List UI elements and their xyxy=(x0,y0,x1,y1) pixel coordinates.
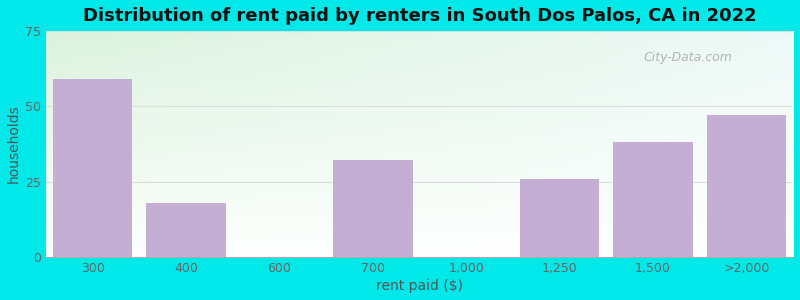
Bar xyxy=(146,203,226,257)
Bar xyxy=(53,79,132,257)
Y-axis label: households: households xyxy=(7,104,21,183)
X-axis label: rent paid ($): rent paid ($) xyxy=(376,279,463,293)
Bar xyxy=(333,160,413,257)
Bar xyxy=(520,178,599,257)
Bar xyxy=(706,115,786,257)
Title: Distribution of rent paid by renters in South Dos Palos, CA in 2022: Distribution of rent paid by renters in … xyxy=(82,7,756,25)
Bar xyxy=(614,142,693,257)
Text: City-Data.com: City-Data.com xyxy=(644,51,733,64)
